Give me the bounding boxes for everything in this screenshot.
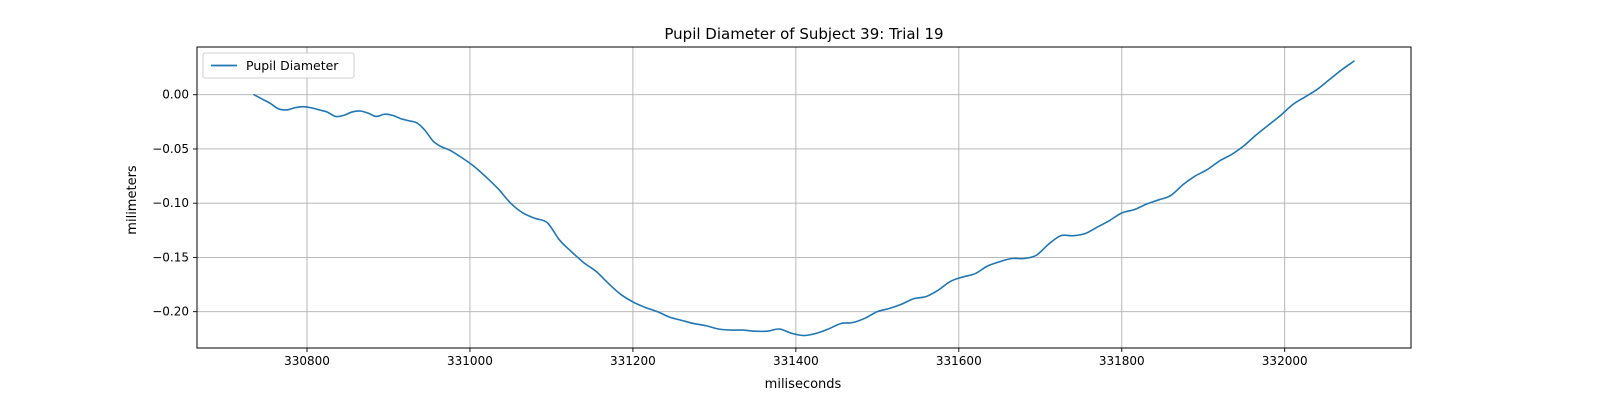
series-line-pupil-diameter bbox=[253, 60, 1355, 337]
plot-frame bbox=[196, 46, 1412, 349]
y-tick-label: 0.00 bbox=[162, 88, 189, 102]
legend-box bbox=[202, 52, 355, 79]
x-tick-label: 331800 bbox=[1099, 354, 1145, 368]
chart-title: Pupil Diameter of Subject 39: Trial 19 bbox=[664, 25, 943, 43]
y-tick-label: −0.05 bbox=[152, 142, 189, 156]
legend-label-pupil-diameter: Pupil Diameter bbox=[246, 58, 339, 73]
x-axis-label: miliseconds bbox=[765, 377, 842, 392]
y-tick-label: −0.20 bbox=[152, 305, 189, 319]
grid bbox=[197, 47, 1411, 348]
x-tick-label: 331200 bbox=[610, 354, 656, 368]
y-axis-label: milimeters bbox=[125, 165, 140, 235]
y-tick-label: −0.15 bbox=[152, 250, 189, 264]
y-tick-label: −0.10 bbox=[152, 196, 189, 210]
x-tick-label: 331400 bbox=[773, 354, 819, 368]
x-tick-label: 331000 bbox=[447, 354, 493, 368]
y-axis-ticks: 0.00 −0.05 −0.10 −0.15 −0.20 bbox=[152, 88, 197, 319]
x-tick-label: 332000 bbox=[1262, 354, 1308, 368]
x-axis-ticks: 330800 331000 331200 331400 331600 331800 3320… bbox=[284, 348, 1308, 368]
legend: Pupil Diameter bbox=[202, 52, 355, 79]
x-tick-label: 331600 bbox=[936, 354, 982, 368]
x-tick-label: 330800 bbox=[284, 354, 330, 368]
